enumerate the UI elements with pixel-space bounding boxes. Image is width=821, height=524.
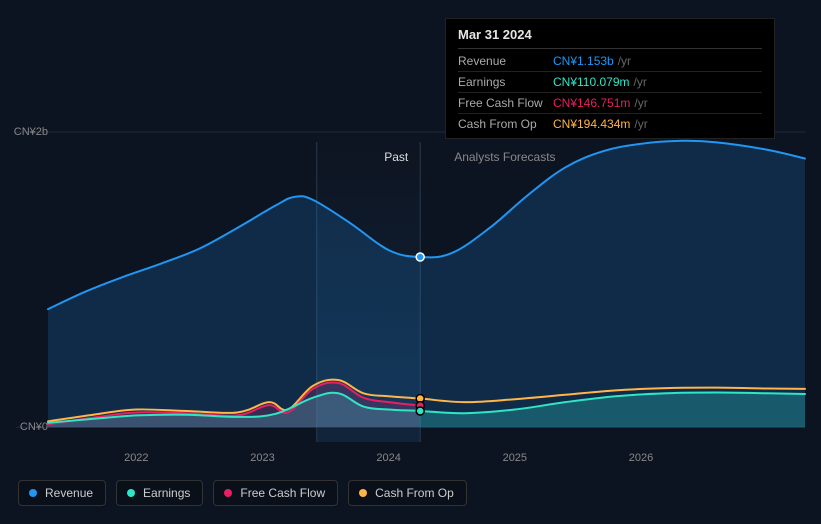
tooltip-row-label: Earnings <box>458 74 553 90</box>
tooltip-row-unit: /yr <box>634 116 647 132</box>
tooltip-row: EarningsCN¥110.079m/yr <box>458 72 762 93</box>
legend-item[interactable]: Free Cash Flow <box>213 480 338 506</box>
tooltip-row: Cash From OpCN¥194.434m/yr <box>458 114 762 134</box>
tooltip-row-value: CN¥194.434m <box>553 116 630 132</box>
legend-item[interactable]: Earnings <box>116 480 203 506</box>
section-label-forecast: Analysts Forecasts <box>454 150 555 164</box>
legend-label: Earnings <box>143 486 190 500</box>
x-tick-label: 2022 <box>124 452 148 464</box>
tooltip-row: Free Cash FlowCN¥146.751m/yr <box>458 93 762 114</box>
tooltip-row-unit: /yr <box>634 95 647 111</box>
x-tick-label: 2025 <box>503 452 527 464</box>
tooltip-row-label: Cash From Op <box>458 116 553 132</box>
chart-tooltip: Mar 31 2024 RevenueCN¥1.153b/yrEarningsC… <box>445 18 775 139</box>
financials-chart: CN¥0 CN¥2b 2022 2023 2024 2025 2026 Past Anal… <box>0 0 821 524</box>
section-label-past: Past <box>384 150 408 164</box>
legend-dot-icon <box>224 489 232 497</box>
legend-dot-icon <box>29 489 37 497</box>
tooltip-row-label: Revenue <box>458 53 553 69</box>
tooltip-row-unit: /yr <box>618 53 631 69</box>
tooltip-row-unit: /yr <box>634 74 647 90</box>
tooltip-row-value: CN¥146.751m <box>553 95 630 111</box>
y-tick-label: CN¥2b <box>14 126 48 138</box>
legend-dot-icon <box>127 489 135 497</box>
x-tick-label: 2024 <box>376 452 400 464</box>
x-tick-label: 2026 <box>629 452 653 464</box>
legend-label: Cash From Op <box>375 486 454 500</box>
legend-label: Revenue <box>45 486 93 500</box>
tooltip-title: Mar 31 2024 <box>458 27 762 49</box>
legend-item[interactable]: Cash From Op <box>348 480 467 506</box>
legend-label: Free Cash Flow <box>240 486 325 500</box>
tooltip-row-value: CN¥1.153b <box>553 53 614 69</box>
legend-item[interactable]: Revenue <box>18 480 106 506</box>
tooltip-row-label: Free Cash Flow <box>458 95 553 111</box>
tooltip-row-value: CN¥110.079m <box>553 74 630 90</box>
y-tick-label: CN¥0 <box>20 421 48 433</box>
chart-legend: Revenue Earnings Free Cash Flow Cash From O… <box>18 480 467 506</box>
tooltip-row: RevenueCN¥1.153b/yr <box>458 51 762 72</box>
x-tick-label: 2023 <box>250 452 274 464</box>
legend-dot-icon <box>359 489 367 497</box>
